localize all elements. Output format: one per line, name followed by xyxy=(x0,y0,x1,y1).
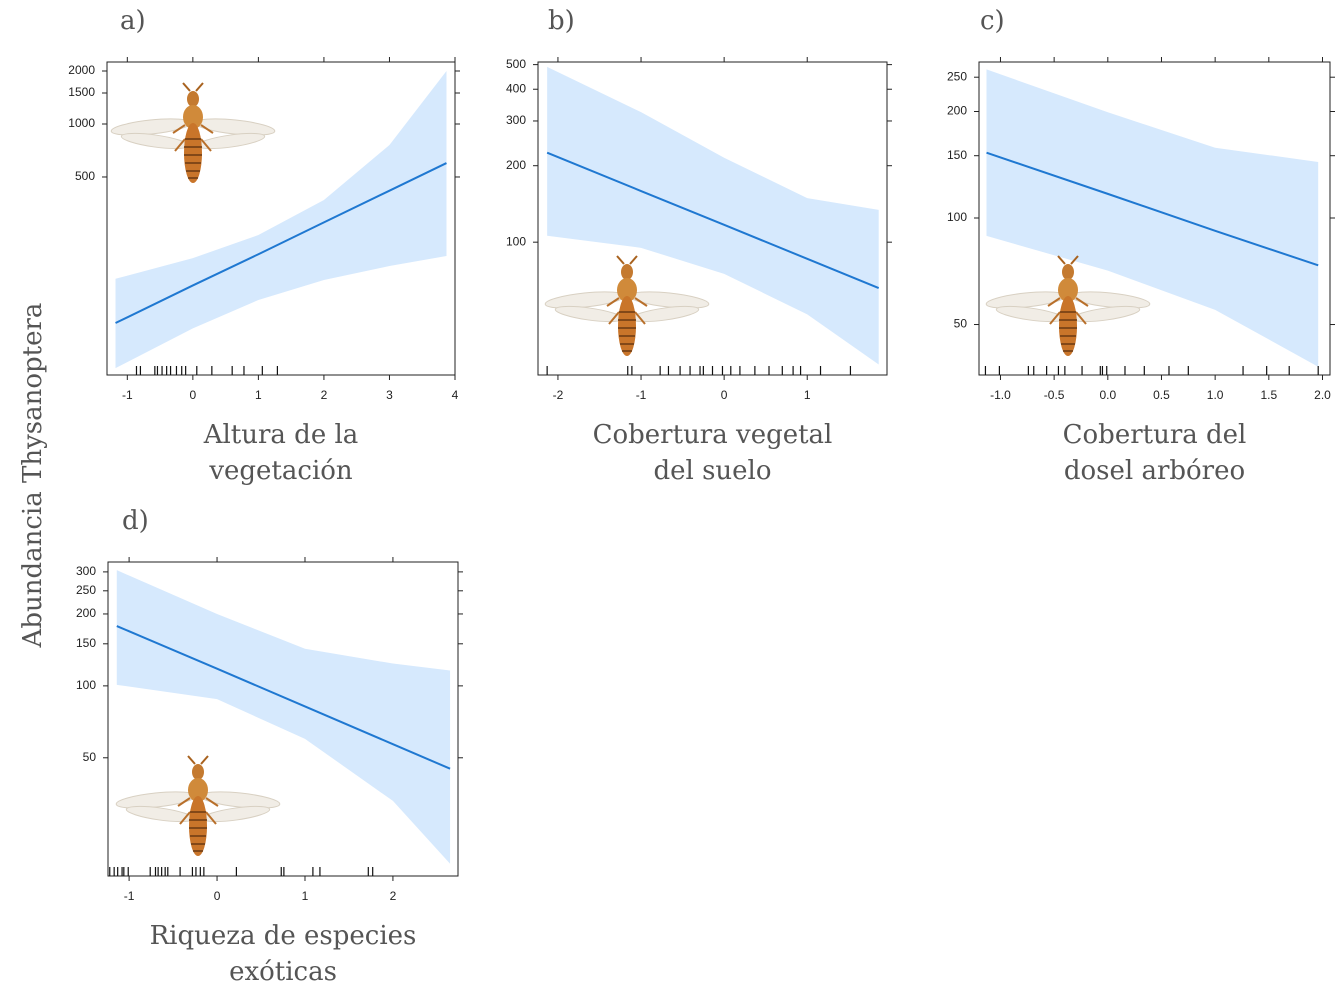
y-tick-label: 1500 xyxy=(68,85,95,99)
y-tick-label: 400 xyxy=(506,81,526,95)
x-tick-label: 2.0 xyxy=(1314,388,1331,402)
x-tick-label: 1.0 xyxy=(1207,388,1224,402)
x-tick-label: 2 xyxy=(321,388,328,402)
x-tick-label: 0.5 xyxy=(1153,388,1170,402)
insect-illustration xyxy=(115,756,280,856)
y-tick-label: 100 xyxy=(947,210,967,224)
y-tick-label: 500 xyxy=(506,57,526,71)
x-tick-label: -2 xyxy=(553,388,564,402)
x-axis-title: exóticas xyxy=(229,957,337,987)
insect-illustration xyxy=(544,256,709,356)
y-tick-label: 1000 xyxy=(68,116,95,130)
y-tick-label: 300 xyxy=(506,113,526,127)
x-axis-title: Riqueza de especies xyxy=(150,921,417,951)
x-tick-label: -1 xyxy=(636,388,647,402)
x-tick-label: 0 xyxy=(214,889,221,903)
x-tick-label: 4 xyxy=(452,388,459,402)
x-axis-title: vegetación xyxy=(208,456,353,486)
x-tick-label: -0.5 xyxy=(1044,388,1065,402)
insect-illustration xyxy=(110,83,275,183)
panel-label: d) xyxy=(122,506,149,536)
x-axis-title: del suelo xyxy=(653,456,771,486)
x-tick-label: -1.0 xyxy=(990,388,1011,402)
figure: Abundancia Thysanoptera -101234500100015… xyxy=(0,0,1339,991)
x-tick-label: 3 xyxy=(386,388,393,402)
y-tick-label: 150 xyxy=(76,636,96,650)
y-tick-label: 500 xyxy=(75,169,95,183)
x-axis-title: dosel arbóreo xyxy=(1064,456,1245,486)
x-tick-label: 1 xyxy=(302,889,309,903)
y-tick-label: 100 xyxy=(76,678,96,692)
y-tick-label: 2000 xyxy=(68,63,95,77)
x-tick-label: 1 xyxy=(804,388,811,402)
x-tick-label: 1 xyxy=(255,388,262,402)
y-tick-label: 250 xyxy=(947,69,967,83)
x-tick-label: 0.0 xyxy=(1099,388,1116,402)
x-tick-label: -1 xyxy=(122,388,133,402)
panel-label: c) xyxy=(980,6,1005,36)
x-tick-label: -1 xyxy=(124,889,135,903)
x-tick-label: 2 xyxy=(390,889,397,903)
y-axis-title: Abundancia Thysanoptera xyxy=(18,303,48,649)
y-tick-label: 250 xyxy=(76,583,96,597)
y-tick-label: 50 xyxy=(954,317,968,331)
y-tick-label: 200 xyxy=(506,158,526,172)
y-tick-label: 300 xyxy=(76,564,96,578)
y-tick-label: 100 xyxy=(506,234,526,248)
y-tick-label: 200 xyxy=(76,606,96,620)
x-tick-label: 0 xyxy=(190,388,197,402)
y-tick-label: 50 xyxy=(83,750,97,764)
x-axis-title: Cobertura vegetal xyxy=(593,420,833,450)
y-tick-label: 200 xyxy=(947,104,967,118)
panel-label: a) xyxy=(120,6,146,36)
confidence-band xyxy=(987,69,1319,366)
x-axis-title: Altura de la xyxy=(203,420,359,450)
x-tick-label: 0 xyxy=(721,388,728,402)
panel-label: b) xyxy=(548,6,575,36)
y-tick-label: 150 xyxy=(947,148,967,162)
x-tick-label: 1.5 xyxy=(1260,388,1277,402)
confidence-band xyxy=(116,71,447,368)
x-axis-title: Cobertura del xyxy=(1063,420,1247,450)
